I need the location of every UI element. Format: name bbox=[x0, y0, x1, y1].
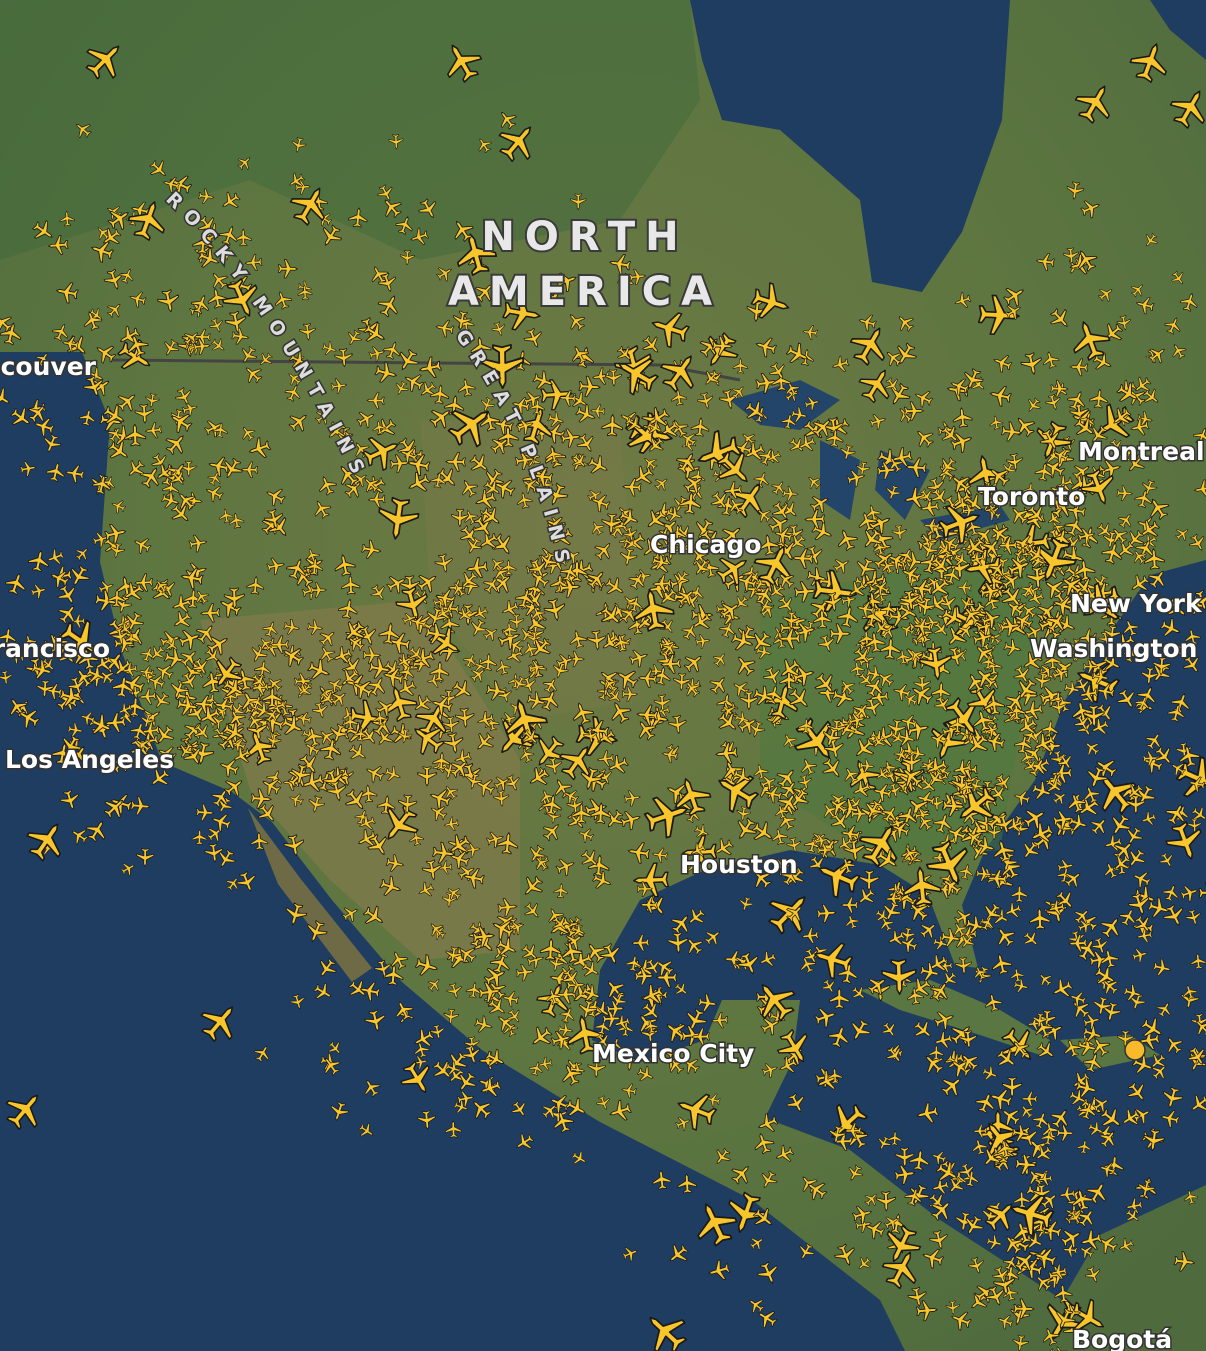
city-label: San Francisco bbox=[0, 634, 110, 663]
selected-airport[interactable] bbox=[1124, 1039, 1146, 1061]
continent-label: NORTH bbox=[481, 214, 688, 260]
hudson-bay bbox=[690, 0, 1010, 292]
baja-peninsula bbox=[248, 808, 372, 982]
northeast-water bbox=[1150, 0, 1206, 60]
city-label: Washington bbox=[1030, 634, 1197, 663]
city-label: Montreal bbox=[1078, 437, 1205, 466]
great-lakes bbox=[730, 380, 1010, 540]
continent-label: AMERICA bbox=[448, 269, 722, 315]
desert-region bbox=[200, 600, 520, 960]
city-label: Toronto bbox=[978, 482, 1085, 511]
city-label: Mexico City bbox=[592, 1039, 754, 1068]
city-label: New York bbox=[1070, 589, 1203, 618]
forest-region bbox=[0, 0, 700, 260]
city-label: Vancouver bbox=[0, 352, 97, 381]
city-label: Houston bbox=[680, 850, 798, 879]
city-label: Los Angeles bbox=[5, 745, 174, 774]
city-label: Chicago bbox=[650, 530, 761, 559]
city-label: Bogotá bbox=[1072, 1325, 1172, 1351]
